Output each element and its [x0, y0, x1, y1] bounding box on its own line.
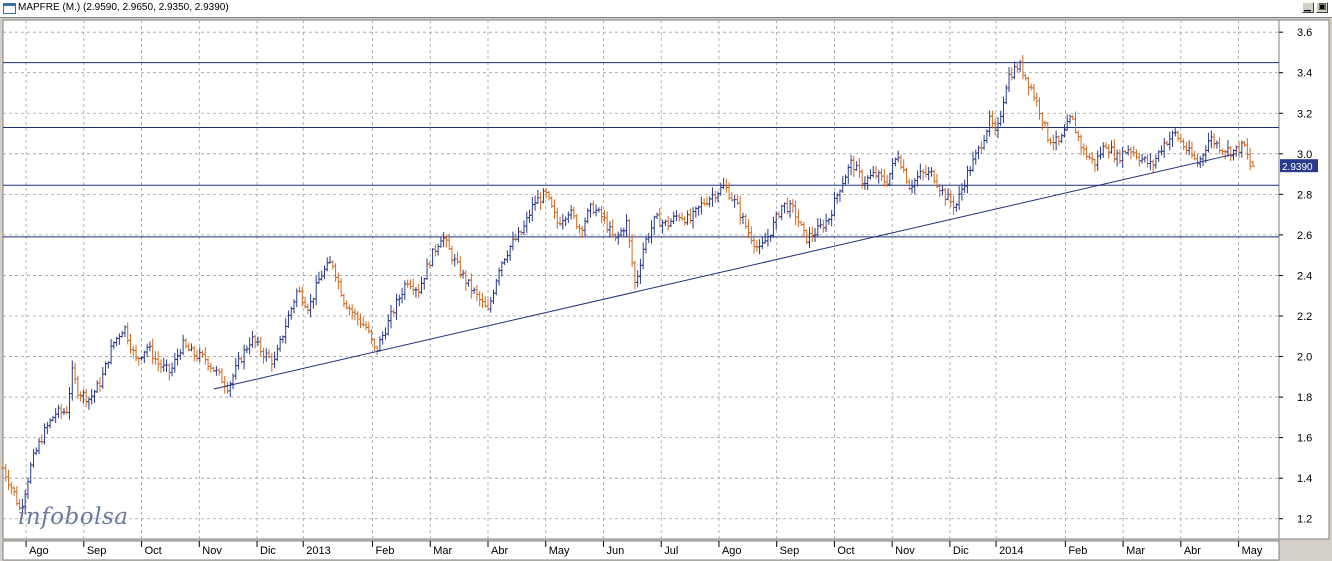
x-tick-label: May	[1242, 545, 1263, 557]
x-tick-label: May	[549, 545, 570, 557]
y-tick-label: 3.6	[1297, 27, 1312, 39]
x-tick-label: Nov	[895, 545, 915, 557]
y-tick-label: 1.6	[1297, 433, 1312, 445]
y-tick-label: 2.6	[1297, 230, 1312, 242]
y-tick-label: 2.2	[1297, 311, 1312, 323]
last-price-box	[1280, 159, 1318, 173]
x-tick-label: 2014	[999, 545, 1023, 557]
maximize-icon: ▣	[1318, 2, 1327, 12]
y-tick-label: 2.0	[1297, 352, 1312, 364]
last-price-marker: 2.9390	[1280, 159, 1318, 173]
x-tick-label: Dic	[260, 545, 276, 557]
x-tick-label: 2013	[306, 545, 330, 557]
x-tick-label: Ago	[722, 545, 742, 557]
y-tick-label: 1.2	[1297, 514, 1312, 526]
y-tick-label: 3.2	[1297, 108, 1312, 120]
x-tick-label: Oct	[837, 545, 854, 557]
last-price-label: 2.9390	[1282, 162, 1313, 173]
x-axis-panel	[2, 540, 1280, 561]
x-axis-ticks: Ago Sep Oct Nov Dic 2013 Feb Mar Abr May Jun Jul Ago…	[25, 541, 1263, 557]
price-chart[interactable]: 1.21.41.61.82.02.22.42.62.83.03.23.43.6 …	[0, 18, 1332, 561]
trendline	[213, 153, 1236, 390]
x-tick-label: Sep	[87, 545, 107, 557]
x-tick-label: Mar	[433, 545, 452, 557]
window-title: MAPFRE (M.) (2.9590, 2.9650, 2.9350, 2.9…	[18, 2, 229, 13]
y-axis-panel	[1278, 19, 1330, 540]
x-tick-label: Mar	[1126, 545, 1145, 557]
x-tick-label: Jun	[606, 545, 624, 557]
plot-area	[2, 19, 1280, 540]
chart-window-icon	[3, 3, 16, 14]
x-tick-label: Dic	[953, 545, 969, 557]
grid	[3, 20, 1279, 539]
x-tick-label: Abr	[1184, 545, 1201, 557]
x-tick-label: Feb	[1068, 545, 1087, 557]
y-tick-label: 3.0	[1297, 149, 1312, 161]
horizontal-levels	[3, 62, 1279, 238]
y-tick-label: 3.4	[1297, 68, 1312, 80]
price-bars	[1, 55, 1256, 516]
x-tick-label: Feb	[376, 545, 395, 557]
y-tick-label: 2.8	[1297, 189, 1312, 201]
y-axis-ticks: 1.2 1.4 1.6 1.8 2.0 2.2 2.4 2.6 2.8 3.0 3.2 3.4 3.6	[1279, 27, 1312, 526]
minimize-icon: ▁	[1304, 2, 1311, 12]
x-tick-label: Jul	[664, 545, 678, 557]
x-tick-label: Sep	[780, 545, 800, 557]
x-tick-label: Abr	[491, 545, 508, 557]
title-bar[interactable]: MAPFRE (M.) (2.9590, 2.9650, 2.9350, 2.9…	[0, 0, 1332, 18]
y-tick-label: 1.8	[1297, 392, 1312, 404]
y-tick-label: 1.4	[1297, 473, 1312, 485]
y-tick-label: 2.4	[1297, 270, 1312, 282]
trendline-group	[213, 153, 1236, 390]
x-tick-label: Oct	[145, 545, 162, 557]
x-tick-label: Nov	[202, 545, 222, 557]
maximize-button[interactable]: ▣	[1316, 2, 1328, 13]
minimize-button[interactable]: ▁	[1302, 2, 1314, 13]
x-tick-label: Ago	[29, 545, 49, 557]
infobolsa-watermark: infobolsa	[18, 504, 128, 530]
